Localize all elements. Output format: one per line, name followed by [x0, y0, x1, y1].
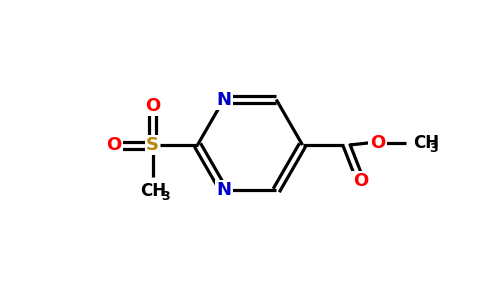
Text: S: S: [146, 136, 159, 154]
Text: O: O: [353, 172, 368, 190]
Text: N: N: [216, 91, 231, 109]
Text: O: O: [145, 97, 160, 115]
Text: CH: CH: [413, 134, 439, 152]
Text: O: O: [106, 136, 121, 154]
Text: N: N: [216, 182, 231, 200]
Text: O: O: [370, 134, 385, 152]
Text: 3: 3: [162, 190, 170, 203]
Text: 3: 3: [429, 142, 438, 155]
Text: CH: CH: [140, 182, 166, 200]
